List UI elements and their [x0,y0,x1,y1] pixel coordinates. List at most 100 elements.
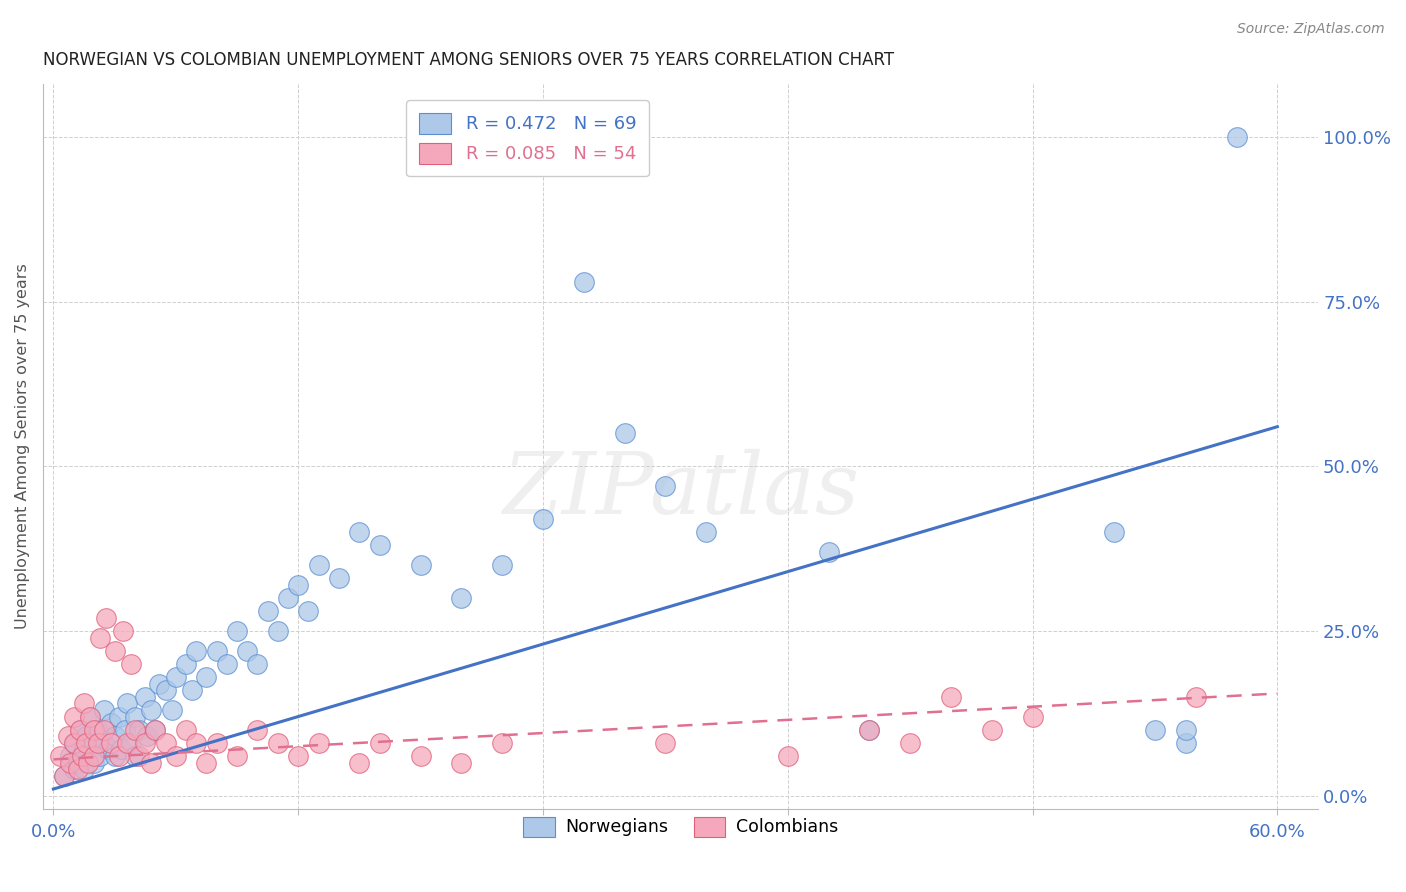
Point [349,756,371,770]
Point [87,723,110,737]
Point [100,716,122,731]
Point [531,512,554,526]
Point [980,723,1002,737]
Point [256,604,278,618]
Point [1174,723,1197,737]
Point [62,762,84,776]
Point [174,657,197,671]
Point [246,657,269,671]
Point [93,703,115,717]
Point [115,697,138,711]
Point [120,657,142,671]
Point [83,749,105,764]
Point [66,762,89,776]
Point [145,723,167,737]
Point [56,729,79,743]
Point [1143,723,1166,737]
Point [409,749,432,764]
Point [100,736,122,750]
Point [267,624,290,638]
Point [226,624,249,638]
Point [277,591,299,605]
Point [328,571,350,585]
Point [205,643,228,657]
Point [128,749,150,764]
Point [114,723,136,737]
Point [124,723,146,737]
Point [165,749,187,764]
Point [349,525,371,540]
Point [572,275,595,289]
Point [939,690,962,704]
Text: NORWEGIAN VS COLOMBIAN UNEMPLOYMENT AMONG SENIORS OVER 75 YEARS CORRELATION CHAR: NORWEGIAN VS COLOMBIAN UNEMPLOYMENT AMON… [44,51,894,69]
Point [141,703,163,717]
Point [52,769,75,783]
Point [654,736,676,750]
Point [87,736,110,750]
Point [73,742,96,756]
Point [174,723,197,737]
Point [59,756,82,770]
Point [155,736,177,750]
Point [141,756,163,770]
Point [1021,709,1043,723]
Point [73,762,96,776]
Point [1225,129,1247,144]
Point [186,643,208,657]
Point [120,736,142,750]
Text: Source: ZipAtlas.com: Source: ZipAtlas.com [1237,22,1385,37]
Point [776,749,799,764]
Point [858,723,880,737]
Point [104,729,127,743]
Point [69,723,91,737]
Point [124,749,146,764]
Point [104,749,127,764]
Point [148,676,170,690]
Point [287,749,309,764]
Point [69,723,91,737]
Point [75,736,97,750]
Point [450,591,472,605]
Point [898,736,921,750]
Point [107,709,129,723]
Point [79,709,101,723]
Point [246,723,269,737]
Point [70,749,93,764]
Point [79,709,101,723]
Point [73,697,96,711]
Point [368,736,391,750]
Point [195,756,218,770]
Point [491,558,513,572]
Point [450,756,472,770]
Point [93,723,115,737]
Point [186,736,208,750]
Point [181,683,204,698]
Point [48,749,70,764]
Point [236,643,259,657]
Point [96,611,118,625]
Point [107,749,129,764]
Point [155,683,177,698]
Point [89,749,111,764]
Point [368,538,391,552]
Point [165,670,187,684]
Point [409,558,432,572]
Point [136,729,159,743]
Point [195,670,218,684]
Point [308,736,330,750]
Point [62,709,84,723]
Point [308,558,330,572]
Point [52,769,75,783]
Point [695,525,717,540]
Point [128,723,150,737]
Text: ZIPatlas: ZIPatlas [502,449,859,532]
Point [83,736,105,750]
Point [83,756,105,770]
Point [491,736,513,750]
Point [124,709,146,723]
Point [111,624,134,638]
Point [93,736,115,750]
Point [97,742,120,756]
Point [226,749,249,764]
Point [83,723,105,737]
